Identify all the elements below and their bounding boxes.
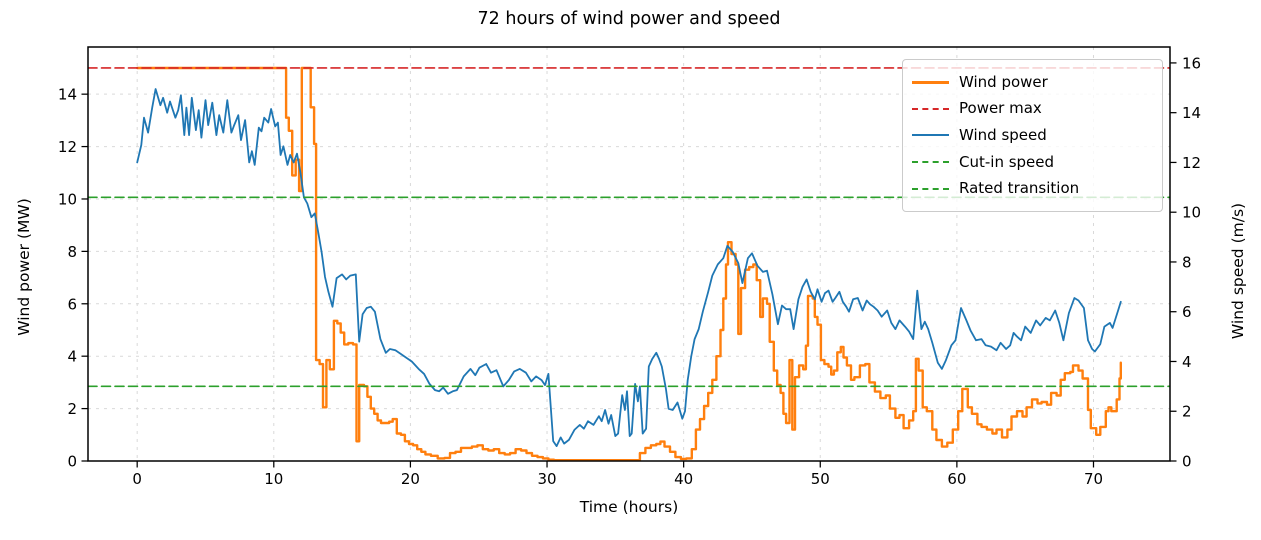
axis-frame (87, 46, 1171, 462)
svg-text:70: 70 (1084, 470, 1103, 488)
svg-text:14: 14 (58, 86, 77, 104)
y-axis-label-right: Wind speed (m/s) (1229, 202, 1247, 340)
svg-text:2: 2 (67, 400, 77, 418)
svg-text:12: 12 (1182, 154, 1201, 172)
svg-text:0: 0 (132, 470, 142, 488)
svg-text:40: 40 (674, 470, 693, 488)
legend-item-wind-power: Wind power (903, 72, 1162, 91)
svg-text:10: 10 (1182, 204, 1201, 222)
svg-text:12: 12 (58, 138, 77, 156)
legend: Wind power Power max Wind speed Cut-in s… (902, 59, 1163, 212)
svg-text:0: 0 (1182, 453, 1192, 471)
legend-line-sample-power-max (912, 107, 949, 110)
svg-text:6: 6 (1182, 303, 1192, 321)
legend-label: Wind speed (959, 125, 1047, 144)
legend-item-cut-in-speed: Cut-in speed (903, 152, 1162, 171)
chart-title: 72 hours of wind power and speed (477, 9, 781, 29)
legend-line-sample-wind-power (912, 80, 949, 84)
legend-line-sample-cut-in-speed (912, 161, 949, 164)
svg-text:6: 6 (67, 295, 77, 313)
svg-text:10: 10 (58, 190, 77, 208)
svg-text:4: 4 (67, 348, 77, 366)
svg-text:10: 10 (264, 470, 283, 488)
legend-line-sample-rated-transition (912, 187, 949, 190)
svg-text:60: 60 (947, 470, 966, 488)
svg-text:20: 20 (401, 470, 420, 488)
y-axis-label-left: Wind power (MW) (15, 198, 33, 336)
axis-ticks (81, 62, 1177, 468)
svg-text:50: 50 (811, 470, 830, 488)
legend-label: Cut-in speed (959, 152, 1055, 171)
svg-text:2: 2 (1182, 403, 1192, 421)
svg-text:8: 8 (1182, 253, 1192, 271)
tick-labels: 0 10 20 30 40 50 60 70 0 2 4 6 8 10 12 14 0 2 4 6 8 10 12 14 16 (58, 54, 1201, 488)
svg-text:16: 16 (1182, 54, 1201, 72)
legend-label: Power max (959, 99, 1042, 118)
svg-text:14: 14 (1182, 104, 1201, 122)
legend-label: Rated transition (959, 179, 1080, 198)
svg-text:0: 0 (67, 453, 77, 471)
svg-text:4: 4 (1182, 353, 1192, 371)
grid (88, 47, 1170, 462)
legend-item-wind-speed: Wind speed (903, 125, 1162, 144)
legend-label: Wind power (959, 72, 1048, 91)
wind-speed-line (136, 88, 1122, 447)
x-axis-label: Time (hours) (579, 498, 679, 516)
wind-power-line (136, 66, 1122, 461)
legend-item-power-max: Power max (903, 101, 1162, 116)
legend-item-rated-transition: Rated transition (903, 181, 1162, 196)
svg-text:8: 8 (67, 243, 77, 261)
svg-text:30: 30 (537, 470, 556, 488)
legend-line-sample-wind-speed (912, 134, 949, 137)
